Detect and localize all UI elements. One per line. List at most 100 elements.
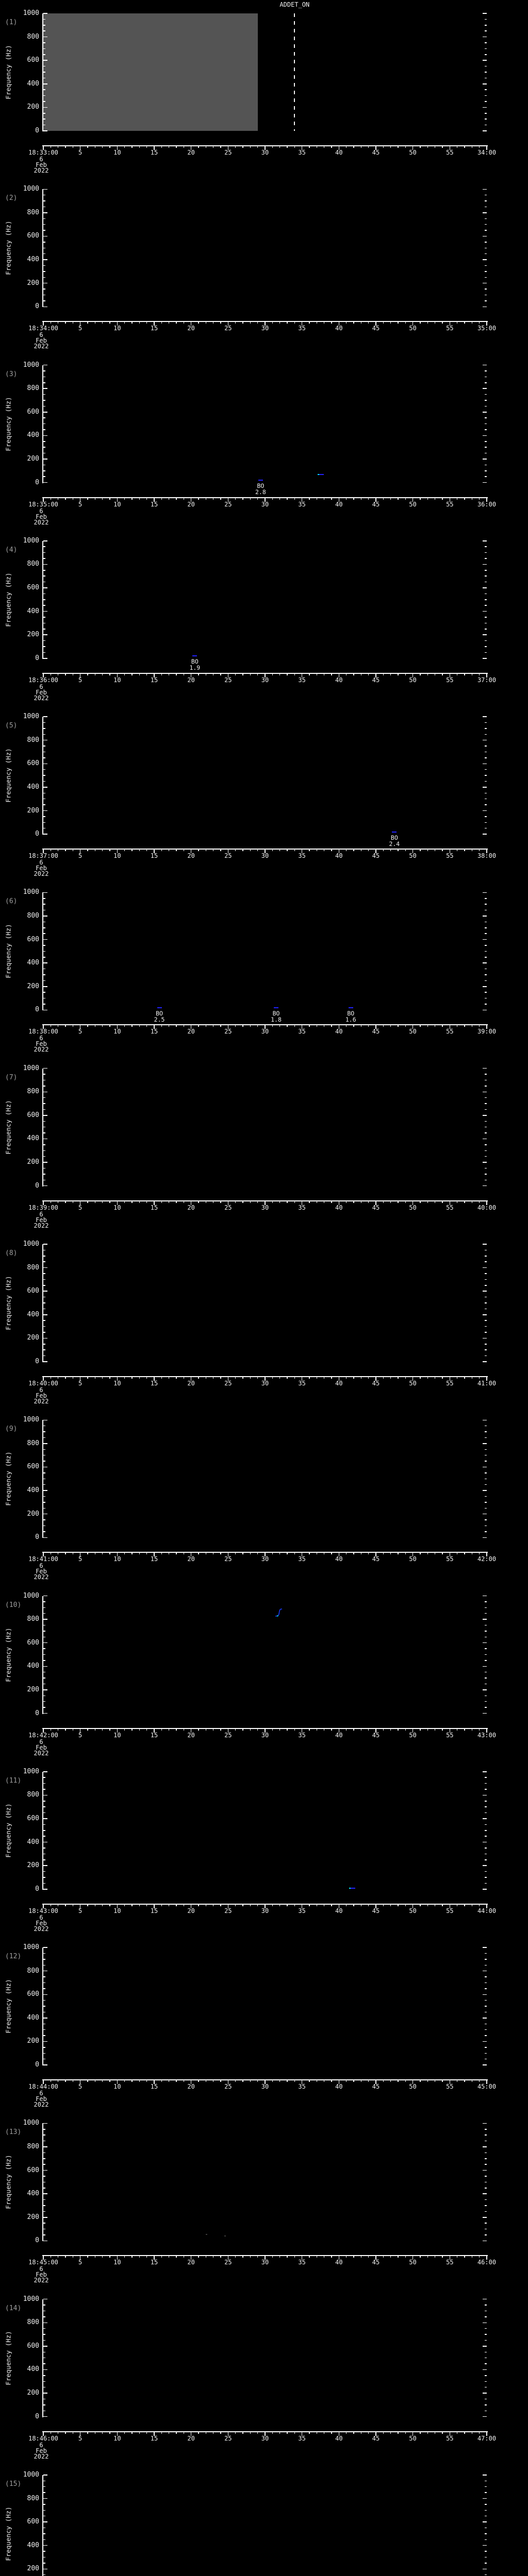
y-tick-label: 600: [27, 2342, 39, 2350]
time-tick: [309, 1025, 310, 1027]
y-tick: [43, 558, 45, 559]
y-tick-label: 200: [27, 1334, 39, 1342]
time-tick: [434, 849, 436, 852]
y-tick: [43, 435, 47, 436]
time-tick: [301, 1904, 303, 1908]
time-tick-label: 50: [409, 500, 417, 508]
time-tick: [235, 849, 236, 852]
y-tick: [43, 54, 45, 55]
time-tick-label: 30: [261, 852, 269, 860]
y-tick-label: 1000: [23, 9, 39, 17]
time-tick: [478, 1200, 480, 1203]
y-tick-right: [485, 2310, 487, 2312]
time-tick-label: 10: [113, 1028, 121, 1036]
y-tick-right: [485, 1326, 487, 1327]
time-tick: [272, 497, 273, 500]
y-tick-right: [485, 1525, 487, 1527]
y-tick-label: 800: [27, 2318, 39, 2327]
time-tick: [176, 1728, 177, 1731]
y-tick-right: [485, 1103, 487, 1104]
time-tick: [368, 1376, 369, 1379]
time-tick: [212, 1200, 214, 1203]
time-tick: [486, 321, 487, 326]
y-tick: [43, 611, 47, 612]
time-tick: [398, 146, 399, 148]
y-tick: [43, 1883, 45, 1884]
time-tick: [331, 1904, 332, 1906]
time-tick-label: 35: [298, 1028, 306, 1036]
y-tick: [43, 1648, 45, 1649]
time-tick: [368, 1025, 369, 1027]
time-tick: [294, 1728, 295, 1731]
y-tick: [43, 1801, 45, 1802]
time-tick: [146, 1376, 147, 1379]
y-tick: [43, 769, 45, 770]
end-time-label: 37:00: [477, 676, 497, 684]
y-tick-label: 1000: [23, 1767, 39, 1775]
time-tick: [117, 321, 118, 326]
time-tick: [131, 146, 133, 148]
y-tick: [43, 2240, 47, 2242]
time-tick: [65, 321, 66, 324]
y-tick-right: [485, 65, 487, 67]
time-tick: [309, 497, 310, 500]
time-tick: [72, 1200, 74, 1203]
y-tick: [43, 1150, 45, 1151]
time-tick: [131, 673, 133, 675]
time-tick-label: 20: [187, 500, 195, 508]
time-tick: [168, 321, 170, 324]
time-tick: [257, 497, 258, 500]
time-tick: [79, 849, 81, 854]
y-tick: [43, 218, 45, 219]
detection-magnitude-label: 1.9: [189, 664, 201, 672]
time-tick: [287, 1025, 288, 1027]
time-tick: [272, 673, 273, 675]
time-tick: [220, 1025, 221, 1027]
date-label-day: 6: [39, 2090, 43, 2097]
time-tick: [471, 2080, 473, 2082]
y-tick-right: [485, 400, 487, 401]
y-tick: [43, 370, 45, 371]
time-tick: [257, 1200, 258, 1203]
time-tick: [250, 673, 251, 675]
time-tick-label: 40: [335, 2434, 343, 2442]
time-tick: [383, 673, 384, 675]
time-tick: [205, 321, 207, 324]
time-tick: [65, 1904, 66, 1906]
y-tick: [43, 2475, 47, 2476]
y-tick-label: 1000: [23, 2119, 39, 2127]
time-tick: [279, 1728, 280, 1731]
time-tick: [124, 1728, 125, 1731]
time-tick: [279, 2431, 280, 2434]
time-tick: [205, 2431, 207, 2434]
time-tick: [198, 497, 199, 500]
y-tick: [43, 224, 45, 225]
y-tick: [43, 1337, 47, 1339]
y-tick: [43, 1783, 45, 1784]
y-tick: [43, 997, 45, 999]
y-tick: [43, 1249, 45, 1251]
time-tick: [316, 146, 318, 148]
y-tick: [43, 581, 45, 583]
time-tick: [316, 2256, 318, 2258]
time-tick: [139, 1376, 140, 1379]
time-tick: [94, 849, 96, 852]
time-tick: [205, 1904, 207, 1906]
y-tick: [43, 1285, 45, 1286]
time-tick-label: 20: [187, 1028, 195, 1036]
y-tick-label: 1000: [23, 536, 39, 545]
time-tick: [471, 146, 473, 148]
time-tick-label: 55: [446, 1379, 454, 1387]
time-tick: [265, 1200, 266, 1205]
y-tick-right: [485, 1478, 487, 1479]
time-tick: [176, 849, 177, 852]
time-tick: [250, 2080, 251, 2082]
time-tick: [478, 1025, 480, 1027]
panel-index-label: (5): [5, 722, 18, 730]
time-tick: [464, 1200, 465, 1203]
time-tick-label: 55: [446, 2083, 454, 2091]
y-tick: [43, 2188, 45, 2189]
time-tick: [375, 2431, 376, 2436]
date-label-day: 6: [39, 1035, 43, 1042]
y-tick: [43, 745, 45, 747]
